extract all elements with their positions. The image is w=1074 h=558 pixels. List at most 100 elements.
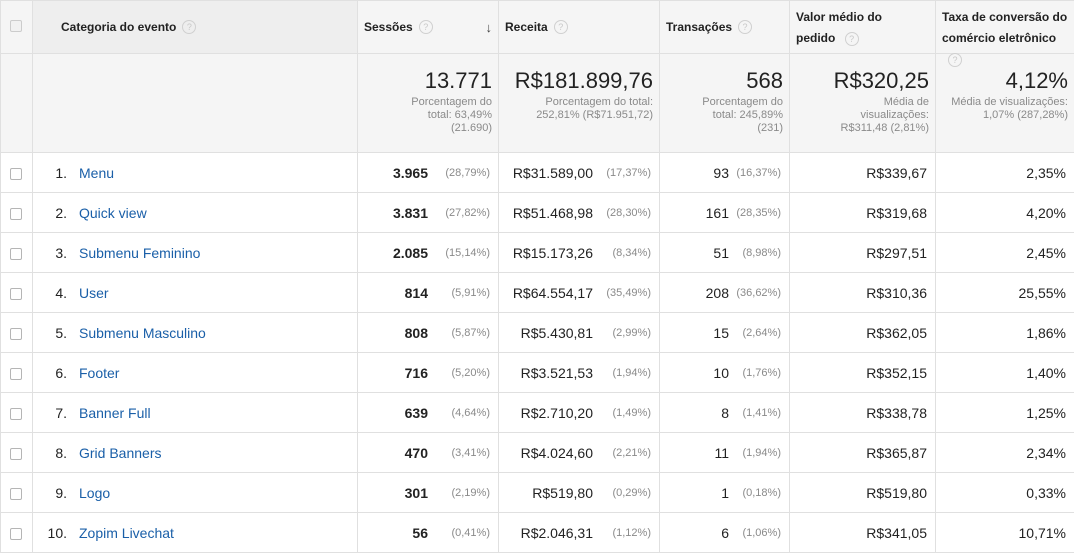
sessions-value: 639	[404, 404, 428, 421]
col-header-revenue[interactable]: Receita ?	[498, 0, 660, 54]
totals-avg-order-sub: R$311,48 (2,81%)	[840, 122, 929, 134]
help-icon[interactable]: ?	[418, 20, 433, 34]
category-link[interactable]: Logo	[79, 484, 111, 501]
category-link[interactable]: Grid Banners	[79, 444, 162, 461]
table-row: 10. Zopim Livechat 56 (0,41%) R$2.046,31…	[0, 512, 1074, 553]
conv-rate-value: 1,86%	[1026, 324, 1066, 341]
totals-sessions-sub: (21.690)	[451, 122, 492, 134]
help-icon[interactable]: ?	[844, 31, 859, 46]
conv-rate-value: 4,20%	[1026, 204, 1066, 221]
avg-order-value: R$341,05	[866, 524, 927, 541]
avg-order-value: R$338,78	[866, 404, 927, 421]
row-checkbox[interactable]	[10, 327, 22, 340]
revenue-value: R$51.468,98	[512, 204, 593, 221]
revenue-percent: (0,29%)	[612, 486, 651, 499]
select-all-checkbox[interactable]	[10, 20, 22, 32]
col-header-transactions-label: Transações	[666, 20, 733, 34]
col-header-avg-order-line1: Valor médio do	[796, 10, 883, 24]
sessions-cell: 639 (4,64%)	[357, 392, 499, 433]
transactions-percent: (2,64%)	[742, 326, 781, 339]
row-checkbox[interactable]	[10, 367, 22, 380]
sessions-percent: (0,41%)	[451, 526, 490, 539]
col-header-sessions[interactable]: Sessões ? ↓	[357, 0, 499, 54]
table-row: 2. Quick view 3.831 (27,82%) R$51.468,98…	[0, 192, 1074, 233]
conv-rate-value: 10,71%	[1018, 524, 1066, 541]
category-link[interactable]: Banner Full	[79, 404, 151, 421]
revenue-cell: R$5.430,81 (2,99%)	[498, 312, 660, 353]
row-checkbox[interactable]	[10, 407, 22, 420]
conv-rate-cell: 2,34%	[935, 432, 1074, 473]
transactions-value: 1	[721, 484, 729, 501]
revenue-value: R$3.521,53	[520, 364, 593, 381]
help-icon[interactable]: ?	[948, 52, 962, 67]
revenue-cell: R$51.468,98 (28,30%)	[498, 192, 660, 233]
col-header-avg-order[interactable]: Valor médio do pedido ?	[789, 0, 936, 54]
revenue-percent: (17,37%)	[606, 166, 651, 179]
row-select-cell	[0, 512, 33, 553]
revenue-value: R$4.024,60	[520, 444, 593, 461]
conv-rate-cell: 0,33%	[935, 472, 1074, 513]
totals-conv-rate-sub: 1,07% (287,28%)	[983, 109, 1068, 121]
revenue-cell: R$64.554,17 (35,49%)	[498, 272, 660, 313]
conv-rate-cell: 1,40%	[935, 352, 1074, 393]
help-icon[interactable]: ?	[182, 20, 197, 34]
row-checkbox[interactable]	[10, 167, 22, 180]
help-icon[interactable]: ?	[553, 20, 568, 34]
sessions-percent: (28,79%)	[445, 166, 490, 179]
revenue-value: R$2.710,20	[520, 404, 593, 421]
conv-rate-cell: 10,71%	[935, 512, 1074, 553]
category-link[interactable]: Footer	[79, 364, 120, 381]
conv-rate-cell: 25,55%	[935, 272, 1074, 313]
totals-transactions-sub: Porcentagem do	[702, 96, 783, 108]
conv-rate-value: 1,40%	[1026, 364, 1066, 381]
row-checkbox[interactable]	[10, 527, 22, 540]
revenue-value: R$15.173,26	[512, 244, 593, 261]
totals-conv-rate-value: 4,12%	[1005, 68, 1068, 93]
row-checkbox[interactable]	[10, 487, 22, 500]
sessions-value: 301	[404, 484, 428, 501]
transactions-value: 208	[705, 284, 729, 301]
revenue-value: R$64.554,17	[512, 284, 593, 301]
sessions-cell: 301 (2,19%)	[357, 472, 499, 513]
help-icon[interactable]: ?	[738, 20, 753, 34]
sessions-cell: 470 (3,41%)	[357, 432, 499, 473]
transactions-cell: 51 (8,98%)	[659, 232, 790, 273]
row-checkbox[interactable]	[10, 447, 22, 460]
sessions-percent: (4,64%)	[451, 406, 490, 419]
row-checkbox[interactable]	[10, 207, 22, 220]
row-select-cell	[0, 352, 33, 393]
header-row: Categoria do evento ? Sessões ? ↓ Receit…	[0, 0, 1074, 67]
sessions-percent: (5,91%)	[451, 286, 490, 299]
conv-rate-value: 0,33%	[1026, 484, 1066, 501]
transactions-value: 11	[714, 444, 729, 461]
col-header-category[interactable]: Categoria do evento ?	[32, 0, 358, 54]
category-cell: 4. User	[32, 272, 358, 313]
transactions-value: 51	[713, 244, 729, 261]
transactions-percent: (1,76%)	[742, 366, 781, 379]
category-cell: 3. Submenu Feminino	[32, 232, 358, 273]
category-cell: 5. Submenu Masculino	[32, 312, 358, 353]
col-header-conv-rate[interactable]: Taxa de conversão do comércio eletrônico…	[935, 0, 1074, 67]
sessions-cell: 56 (0,41%)	[357, 512, 499, 553]
table-row: 3. Submenu Feminino 2.085 (15,14%) R$15.…	[0, 232, 1074, 273]
row-select-cell	[0, 192, 33, 233]
revenue-cell: R$3.521,53 (1,94%)	[498, 352, 660, 393]
category-link[interactable]: Zopim Livechat	[79, 524, 174, 541]
col-header-transactions[interactable]: Transações ?	[659, 0, 790, 54]
row-index: 9.	[55, 484, 67, 501]
sort-descending-icon[interactable]: ↓	[485, 19, 493, 35]
category-link[interactable]: Submenu Masculino	[79, 324, 206, 341]
category-link[interactable]: User	[79, 284, 109, 301]
row-checkbox[interactable]	[10, 287, 22, 300]
transactions-cell: 1 (0,18%)	[659, 472, 790, 513]
totals-sessions: 13.771 Porcentagem do total: 63,49% (21.…	[357, 53, 499, 153]
category-link[interactable]: Quick view	[79, 204, 147, 221]
category-link[interactable]: Menu	[79, 164, 115, 181]
transactions-value: 8	[721, 404, 729, 421]
category-link[interactable]: Submenu Feminino	[79, 244, 201, 261]
row-select-cell	[0, 152, 33, 193]
transactions-value: 6	[721, 524, 729, 541]
row-checkbox[interactable]	[10, 247, 22, 260]
row-index: 7.	[55, 404, 67, 421]
category-cell: 7. Banner Full	[32, 392, 358, 433]
